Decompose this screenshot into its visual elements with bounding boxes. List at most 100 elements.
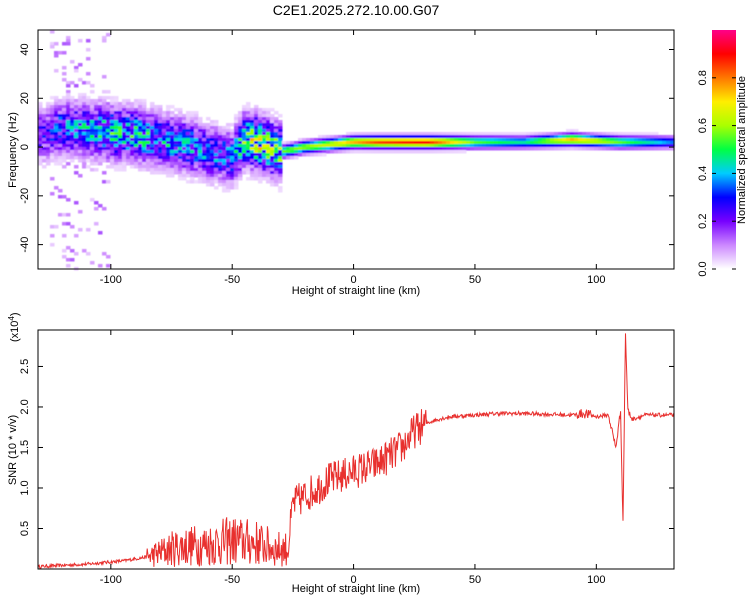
- heatmap-cell: [514, 141, 519, 145]
- heatmap-cell: [374, 135, 379, 139]
- heatmap-cell: [62, 222, 67, 226]
- heatmap-cell: [82, 159, 87, 163]
- colorbar-tick-label: 0.2: [697, 214, 709, 229]
- heatmap-cell: [210, 156, 215, 160]
- heatmap-cell: [522, 135, 527, 139]
- heatmap-cell: [198, 126, 203, 130]
- heatmap-cell: [218, 132, 223, 136]
- heatmap-cell: [122, 111, 127, 115]
- heatmap-cell: [94, 120, 99, 124]
- heatmap-cell: [194, 165, 199, 169]
- heatmap-cell: [614, 138, 619, 142]
- heatmap-cell: [162, 165, 167, 169]
- heatmap-cell: [374, 138, 379, 142]
- heatmap-cell: [394, 147, 399, 151]
- snr-frame: [37, 329, 675, 570]
- heatmap-cell: [270, 150, 275, 154]
- heatmap-cell: [598, 132, 603, 136]
- heatmap-cell: [286, 150, 291, 154]
- heatmap-cell: [630, 144, 635, 148]
- heatmap-cell: [182, 114, 187, 118]
- heatmap-cell: [398, 138, 403, 142]
- heatmap-cell: [170, 141, 175, 145]
- heatmap-cell: [78, 111, 83, 115]
- heatmap-cell: [122, 120, 127, 124]
- heatmap-cell: [214, 126, 219, 130]
- heatmap-cell: [62, 102, 67, 106]
- heatmap-cell: [542, 132, 547, 136]
- heatmap-cell: [86, 147, 91, 151]
- heatmap-cell: [278, 153, 283, 157]
- heatmap-cell: [58, 141, 63, 145]
- spectrogram-ylabel: Frequency (Hz): [7, 112, 19, 188]
- heatmap-cell: [450, 150, 455, 154]
- heatmap-cell: [662, 144, 667, 148]
- heatmap-cell: [266, 135, 271, 139]
- heatmap-cell: [122, 153, 127, 157]
- heatmap-cell: [206, 129, 211, 133]
- heatmap-cell: [274, 129, 279, 133]
- heatmap-cell: [74, 117, 79, 121]
- heatmap-cell: [78, 144, 83, 148]
- heatmap-cell: [402, 150, 407, 154]
- heatmap-cell: [102, 90, 107, 94]
- heatmap-cell: [118, 147, 123, 151]
- heatmap-cell: [118, 126, 123, 130]
- heatmap-cell: [242, 138, 247, 142]
- heatmap-cell: [250, 129, 255, 133]
- heatmap-cell: [46, 132, 51, 136]
- heatmap-cell: [570, 147, 575, 151]
- heatmap-cell: [270, 135, 275, 139]
- heatmap-cell: [370, 132, 375, 136]
- heatmap-cell: [222, 171, 227, 175]
- colorbar-tick-label: 0.8: [697, 70, 709, 85]
- heatmap-cell: [334, 138, 339, 142]
- heatmap-cell: [254, 135, 259, 139]
- heatmap-cell: [426, 144, 431, 148]
- heatmap-cell: [174, 135, 179, 139]
- heatmap-cell: [262, 171, 267, 175]
- heatmap-cell: [594, 147, 599, 151]
- heatmap-cell: [46, 159, 51, 163]
- heatmap-cell: [42, 144, 47, 148]
- heatmap-cell: [410, 150, 415, 154]
- heatmap-cell: [226, 147, 231, 151]
- heatmap-cell: [50, 156, 55, 160]
- heatmap-cell: [278, 174, 283, 178]
- heatmap-cell: [226, 174, 231, 178]
- heatmap-cell: [186, 138, 191, 142]
- heatmap-cell: [326, 135, 331, 139]
- heatmap-cell: [270, 123, 275, 127]
- heatmap-cell: [374, 144, 379, 148]
- heatmap-cell: [74, 126, 79, 130]
- heatmap-cell: [82, 150, 87, 154]
- heatmap-cell: [54, 225, 59, 229]
- heatmap-cell: [190, 162, 195, 166]
- heatmap-cell: [226, 132, 231, 136]
- heatmap-cell: [370, 150, 375, 154]
- heatmap-cell: [242, 156, 247, 160]
- heatmap-cell: [338, 138, 343, 142]
- heatmap-cell: [42, 123, 47, 127]
- heatmap-cell: [518, 144, 523, 148]
- heatmap-cell: [106, 114, 111, 118]
- heatmap-cell: [226, 144, 231, 148]
- heatmap-cell: [246, 114, 251, 118]
- heatmap-cell: [254, 144, 259, 148]
- heatmap-cell: [218, 135, 223, 139]
- heatmap-cell: [50, 123, 55, 127]
- heatmap-cell: [486, 138, 491, 142]
- heatmap-cell: [346, 150, 351, 154]
- heatmap-cell: [490, 135, 495, 139]
- heatmap-cell: [70, 132, 75, 136]
- heatmap-cell: [262, 168, 267, 172]
- heatmap-cell: [630, 147, 635, 151]
- heatmap-cell: [86, 228, 91, 232]
- heatmap-cell: [274, 171, 279, 175]
- heatmap-cell: [190, 180, 195, 184]
- heatmap-cell: [222, 174, 227, 178]
- heatmap-cell: [398, 150, 403, 154]
- heatmap-cell: [230, 156, 235, 160]
- heatmap-cell: [126, 126, 131, 130]
- heatmap-cell: [94, 138, 99, 142]
